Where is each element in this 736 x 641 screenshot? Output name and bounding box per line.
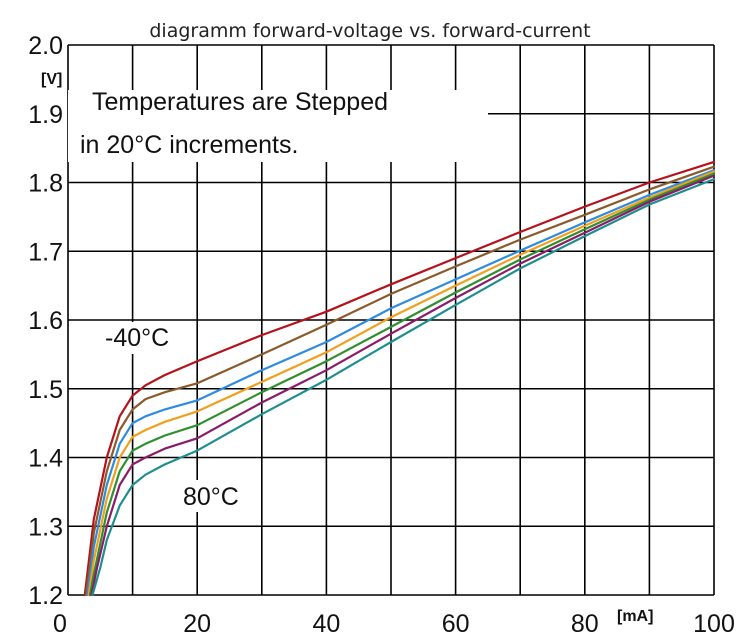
series-line-5	[88, 172, 716, 597]
series-line-3	[86, 169, 716, 597]
x-tick-label: 60	[442, 610, 470, 638]
x-tick-label: 20	[183, 610, 211, 638]
x-tick-labels: 0 20 40 60 80 100	[53, 610, 735, 638]
x-tick-label: 100	[693, 610, 735, 638]
chart-title: diagramm forward-voltage vs. forward-cur…	[149, 20, 590, 42]
series-layer	[83, 160, 716, 597]
note-line-1: Temperatures are Stepped	[92, 88, 388, 116]
label-hot-box	[178, 480, 250, 512]
label-cold-box	[100, 322, 190, 354]
y-tick-labels: 1.2 1.3 1.4 1.5 1.6 1.7 1.8 1.9 2.0	[28, 32, 63, 610]
y-tick-label: 1.7	[28, 238, 63, 266]
series-line-2	[84, 165, 716, 597]
label-cold: -40°C	[105, 324, 169, 352]
series-line-1	[83, 160, 716, 597]
y-tick-label: 1.5	[28, 376, 63, 404]
note-line-2: in 20°C increments.	[80, 131, 298, 159]
series-line-7	[91, 178, 716, 597]
label-hot: 80°C	[183, 483, 239, 511]
y-tick-label: 2.0	[28, 32, 63, 60]
x-unit-label: [mA]	[617, 608, 653, 625]
y-tick-label: 1.3	[28, 513, 63, 541]
x-tick-label: 40	[312, 610, 340, 638]
y-tick-label: 1.8	[28, 170, 63, 198]
series-line-4	[87, 170, 716, 597]
y-tick-label: 1.6	[28, 307, 63, 335]
series-line-6	[90, 174, 716, 597]
y-tick-label: 1.2	[28, 582, 63, 610]
y-unit-label: [V]	[41, 71, 62, 88]
note-box	[68, 90, 488, 162]
x-tick-label: 80	[571, 610, 599, 638]
x-tick-label: 0	[53, 610, 67, 638]
y-tick-label: 1.9	[28, 101, 63, 129]
y-tick-label: 1.4	[28, 445, 63, 473]
